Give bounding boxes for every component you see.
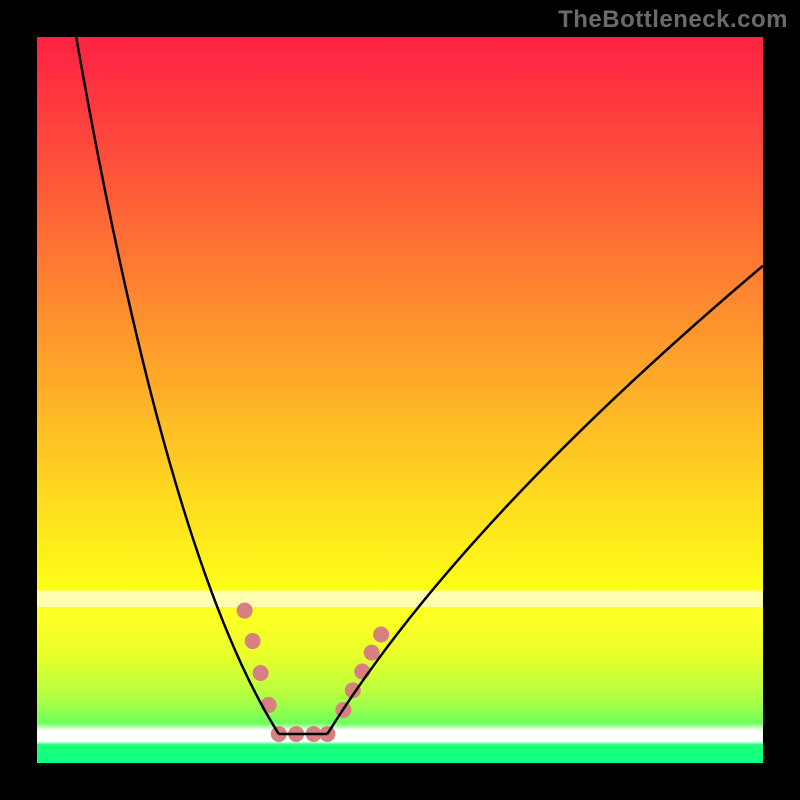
data-marker	[237, 603, 253, 619]
data-marker	[364, 645, 380, 661]
watermark-text: TheBottleneck.com	[558, 6, 788, 34]
bottleneck-curve-left	[76, 37, 279, 734]
bottleneck-curve-right	[327, 266, 763, 734]
data-marker	[253, 665, 269, 681]
plot-area	[37, 37, 763, 763]
chart-canvas: TheBottleneck.com	[0, 0, 800, 800]
curve-overlay	[37, 37, 763, 763]
data-marker	[245, 633, 261, 649]
data-marker	[373, 626, 389, 642]
marker-group	[237, 603, 389, 742]
